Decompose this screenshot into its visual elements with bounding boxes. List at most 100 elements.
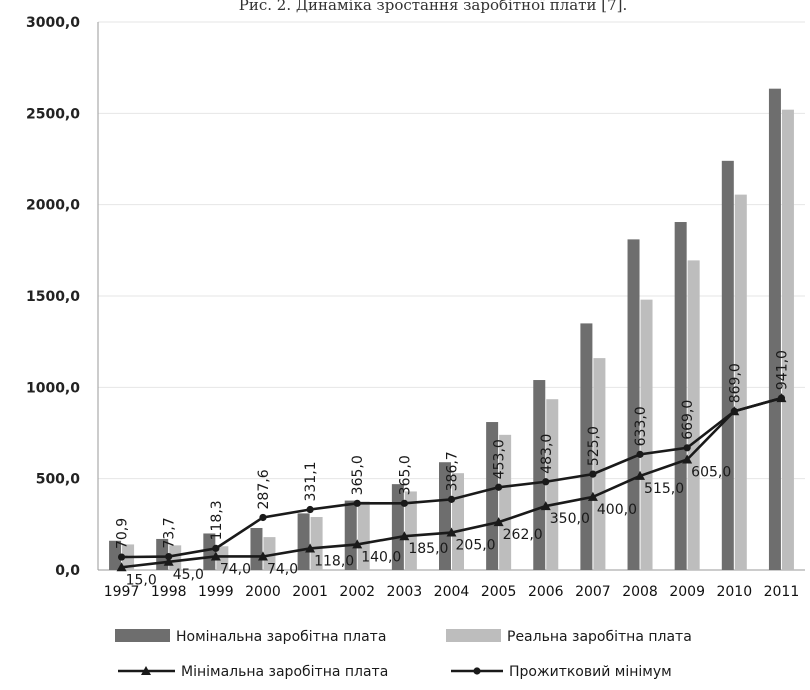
subsistence-data-label: 70,9 <box>115 518 131 549</box>
bar-real <box>404 491 417 570</box>
subsistence-data-label: 386,7 <box>445 451 461 491</box>
y-tick-label: 3000,0 <box>26 15 80 31</box>
minimum-wage-data-label: 605,0 <box>691 464 731 480</box>
bar-nominal <box>533 380 546 570</box>
subsistence-point <box>353 499 361 507</box>
subsistence-point <box>117 553 126 561</box>
subsistence-point <box>683 444 691 452</box>
subsistence-point <box>495 483 503 491</box>
minimum-wage-point <box>116 562 127 572</box>
bar-real <box>310 517 323 570</box>
minimum-wage-point <box>163 556 174 566</box>
bar-nominal <box>297 513 310 570</box>
subsistence-data-label: 941,0 <box>774 350 790 390</box>
subsistence-point <box>306 505 314 514</box>
minimum-wage-point <box>540 501 551 511</box>
minimum-wage-point <box>682 454 693 464</box>
legend-swatch-real <box>446 629 501 642</box>
x-tick-label: 1999 <box>198 584 234 600</box>
subsistence-point <box>636 450 644 458</box>
bar-real <box>216 546 229 570</box>
minimum-wage-data-label: 74,0 <box>267 561 298 577</box>
bar-real <box>734 194 747 570</box>
minimum-wage-data-label: 45,0 <box>173 567 204 583</box>
subsistence-point <box>777 394 786 402</box>
minimum-wage-data-label: 400,0 <box>597 502 637 518</box>
subsistence-point <box>212 544 220 552</box>
minimum-wage-point <box>210 551 221 561</box>
x-tick-label: 1998 <box>151 584 187 600</box>
bar-nominal <box>580 323 593 570</box>
bar-real <box>781 109 794 571</box>
bar-nominal <box>203 533 216 570</box>
legend-label-nominal: Номінальна заробітна плата <box>176 629 386 645</box>
subsistence-point <box>730 407 738 415</box>
subsistence-data-label: 869,0 <box>727 363 743 403</box>
minimum-wage-data-label: 262,0 <box>503 527 543 543</box>
minimum-wage-point <box>399 531 410 541</box>
x-tick-label: 2006 <box>528 584 564 600</box>
y-tick-label: 0,0 <box>55 563 80 579</box>
minimum-wage-point <box>352 539 363 549</box>
subsistence-data-label: 73,7 <box>162 517 178 548</box>
x-tick-label: 2002 <box>339 584 375 600</box>
subsistence-point <box>400 499 408 507</box>
bar-nominal <box>439 462 451 570</box>
subsistence-data-label: 365,0 <box>350 455 366 495</box>
bar-real <box>263 537 276 570</box>
minimum-wage-data-label: 350,0 <box>550 511 590 527</box>
minimum-wage-data-label: 15,0 <box>126 572 157 588</box>
subsistence-point <box>165 552 173 561</box>
minimum-wage-point <box>257 551 268 561</box>
minimum-wage-point <box>446 527 457 537</box>
x-tick-label: 2011 <box>764 584 800 600</box>
y-tick-label: 1500,0 <box>26 289 80 305</box>
figure-caption: Рис. 2. Динаміка зростання заробітної пл… <box>239 0 628 14</box>
bar-nominal <box>627 239 640 570</box>
minimum-wage-data-label: 185,0 <box>408 541 448 557</box>
subsistence-data-label: 118,3 <box>209 500 225 540</box>
bar-nominal <box>768 88 781 570</box>
legend-marker-subsistence <box>473 667 481 675</box>
bar-nominal <box>486 422 499 570</box>
bar-nominal <box>674 222 687 570</box>
minimum-wage-data-label: 74,0 <box>220 561 251 577</box>
legend-label-minimum: Мінімальна заробітна плата <box>181 664 388 680</box>
x-tick-label: 2004 <box>434 584 470 600</box>
legend-label-subsistence: Прожитковий мінімум <box>509 664 672 680</box>
subsistence-point <box>589 470 597 478</box>
x-tick-label: 2005 <box>481 584 517 600</box>
subsistence-data-label: 365,0 <box>397 455 413 495</box>
x-tick-label: 2008 <box>622 584 658 600</box>
subsistence-data-label: 331,1 <box>303 461 319 501</box>
x-tick-label: 2010 <box>716 584 752 600</box>
subsistence-data-label: 483,0 <box>539 434 555 474</box>
legend-swatch-nominal <box>115 629 170 642</box>
subsistence-data-label: 287,6 <box>256 469 272 509</box>
bar-nominal <box>250 527 263 570</box>
bar-nominal <box>391 484 404 570</box>
legend-label-real: Реальна заробітна плата <box>507 629 692 645</box>
subsistence-data-label: 525,0 <box>586 426 602 466</box>
bar-real <box>640 299 653 570</box>
subsistence-point <box>542 478 550 486</box>
legend-marker-minimum <box>141 666 151 675</box>
bar-real <box>593 358 606 570</box>
bar-nominal <box>109 540 122 570</box>
minimum-wage-data-label: 205,0 <box>456 538 496 554</box>
minimum-wage-point <box>587 491 598 501</box>
bar-real <box>499 434 512 570</box>
minimum-wage-data-label: 118,0 <box>314 553 354 569</box>
x-tick-label: 2000 <box>245 584 281 600</box>
subsistence-point <box>447 495 456 503</box>
bar-real <box>357 501 370 570</box>
x-tick-label: 2001 <box>292 584 328 600</box>
minimum-wage-point <box>493 517 504 527</box>
minimum-wage-data-label: 140,0 <box>361 549 401 565</box>
bar-nominal <box>721 160 734 570</box>
subsistence-data-label: 633,0 <box>633 406 649 446</box>
subsistence-data-label: 453,0 <box>492 439 508 479</box>
minimum-wage-point <box>305 543 316 553</box>
y-tick-label: 1000,0 <box>26 380 80 396</box>
